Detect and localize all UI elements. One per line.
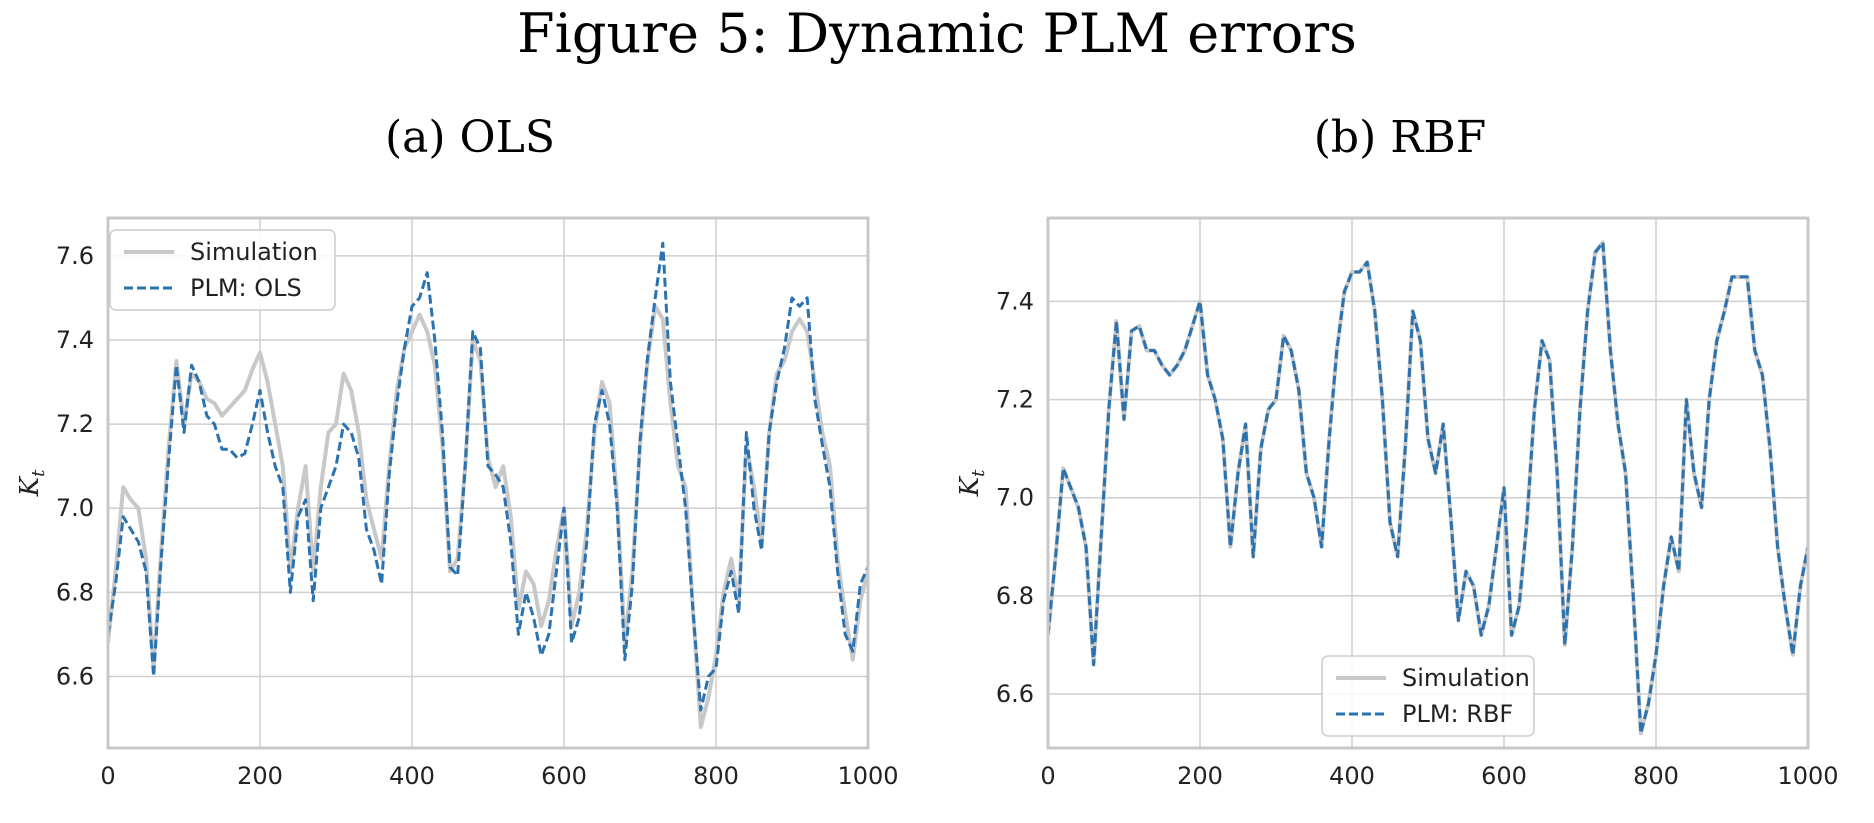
y-axis-label: Kt: [955, 469, 989, 497]
y-tick-label: 7.4: [56, 326, 94, 354]
x-tick-label: 600: [1481, 762, 1527, 790]
x-tick-label: 800: [1633, 762, 1679, 790]
legend: Simulation PLM: RBF: [1321, 655, 1535, 737]
subplot-title-rbf: (b) RBF: [1313, 112, 1487, 163]
y-tick-label: 7.2: [996, 386, 1034, 414]
x-tick-label: 0: [1040, 762, 1055, 790]
legend-label-simulation: Simulation: [190, 238, 318, 266]
x-tick-label: 1000: [1777, 762, 1838, 790]
y-axis-label-subscript: t: [968, 469, 989, 477]
y-tick-label: 7.4: [996, 287, 1034, 315]
y-axis-label-subscript: t: [28, 469, 49, 477]
x-tick-label: 1000: [837, 762, 898, 790]
series-line-plm: [108, 241, 868, 712]
y-tick-label: 6.6: [996, 680, 1034, 708]
y-tick-label: 7.0: [56, 494, 94, 522]
y-tick-label: 6.8: [996, 582, 1034, 610]
plot-frame: [106, 216, 870, 750]
x-tick-label: 600: [541, 762, 587, 790]
x-tick-label: 400: [389, 762, 435, 790]
legend-label-simulation: Simulation: [1402, 664, 1530, 692]
legend-label-plm: PLM: RBF: [1402, 700, 1513, 728]
subplot-title-ols: (a) OLS: [385, 112, 555, 163]
x-tick-label: 0: [100, 762, 115, 790]
y-axis-label: Kt: [15, 469, 49, 497]
y-tick-label: 7.0: [996, 484, 1034, 512]
plot-frame: [1046, 216, 1810, 750]
y-tick-label: 6.8: [56, 578, 94, 606]
y-tick-label: 6.6: [56, 662, 94, 690]
x-tick-label: 200: [237, 762, 283, 790]
x-tick-label: 800: [693, 762, 739, 790]
figure-title: Figure 5: Dynamic PLM errors: [517, 2, 1357, 65]
legend-label-plm: PLM: OLS: [190, 274, 302, 302]
x-tick-label: 200: [1177, 762, 1223, 790]
x-tick-label: 400: [1329, 762, 1375, 790]
legend: Simulation PLM: OLS: [109, 229, 336, 311]
series-line-plm: [1048, 241, 1808, 735]
y-tick-label: 7.6: [56, 242, 94, 270]
y-tick-label: 7.2: [56, 410, 94, 438]
